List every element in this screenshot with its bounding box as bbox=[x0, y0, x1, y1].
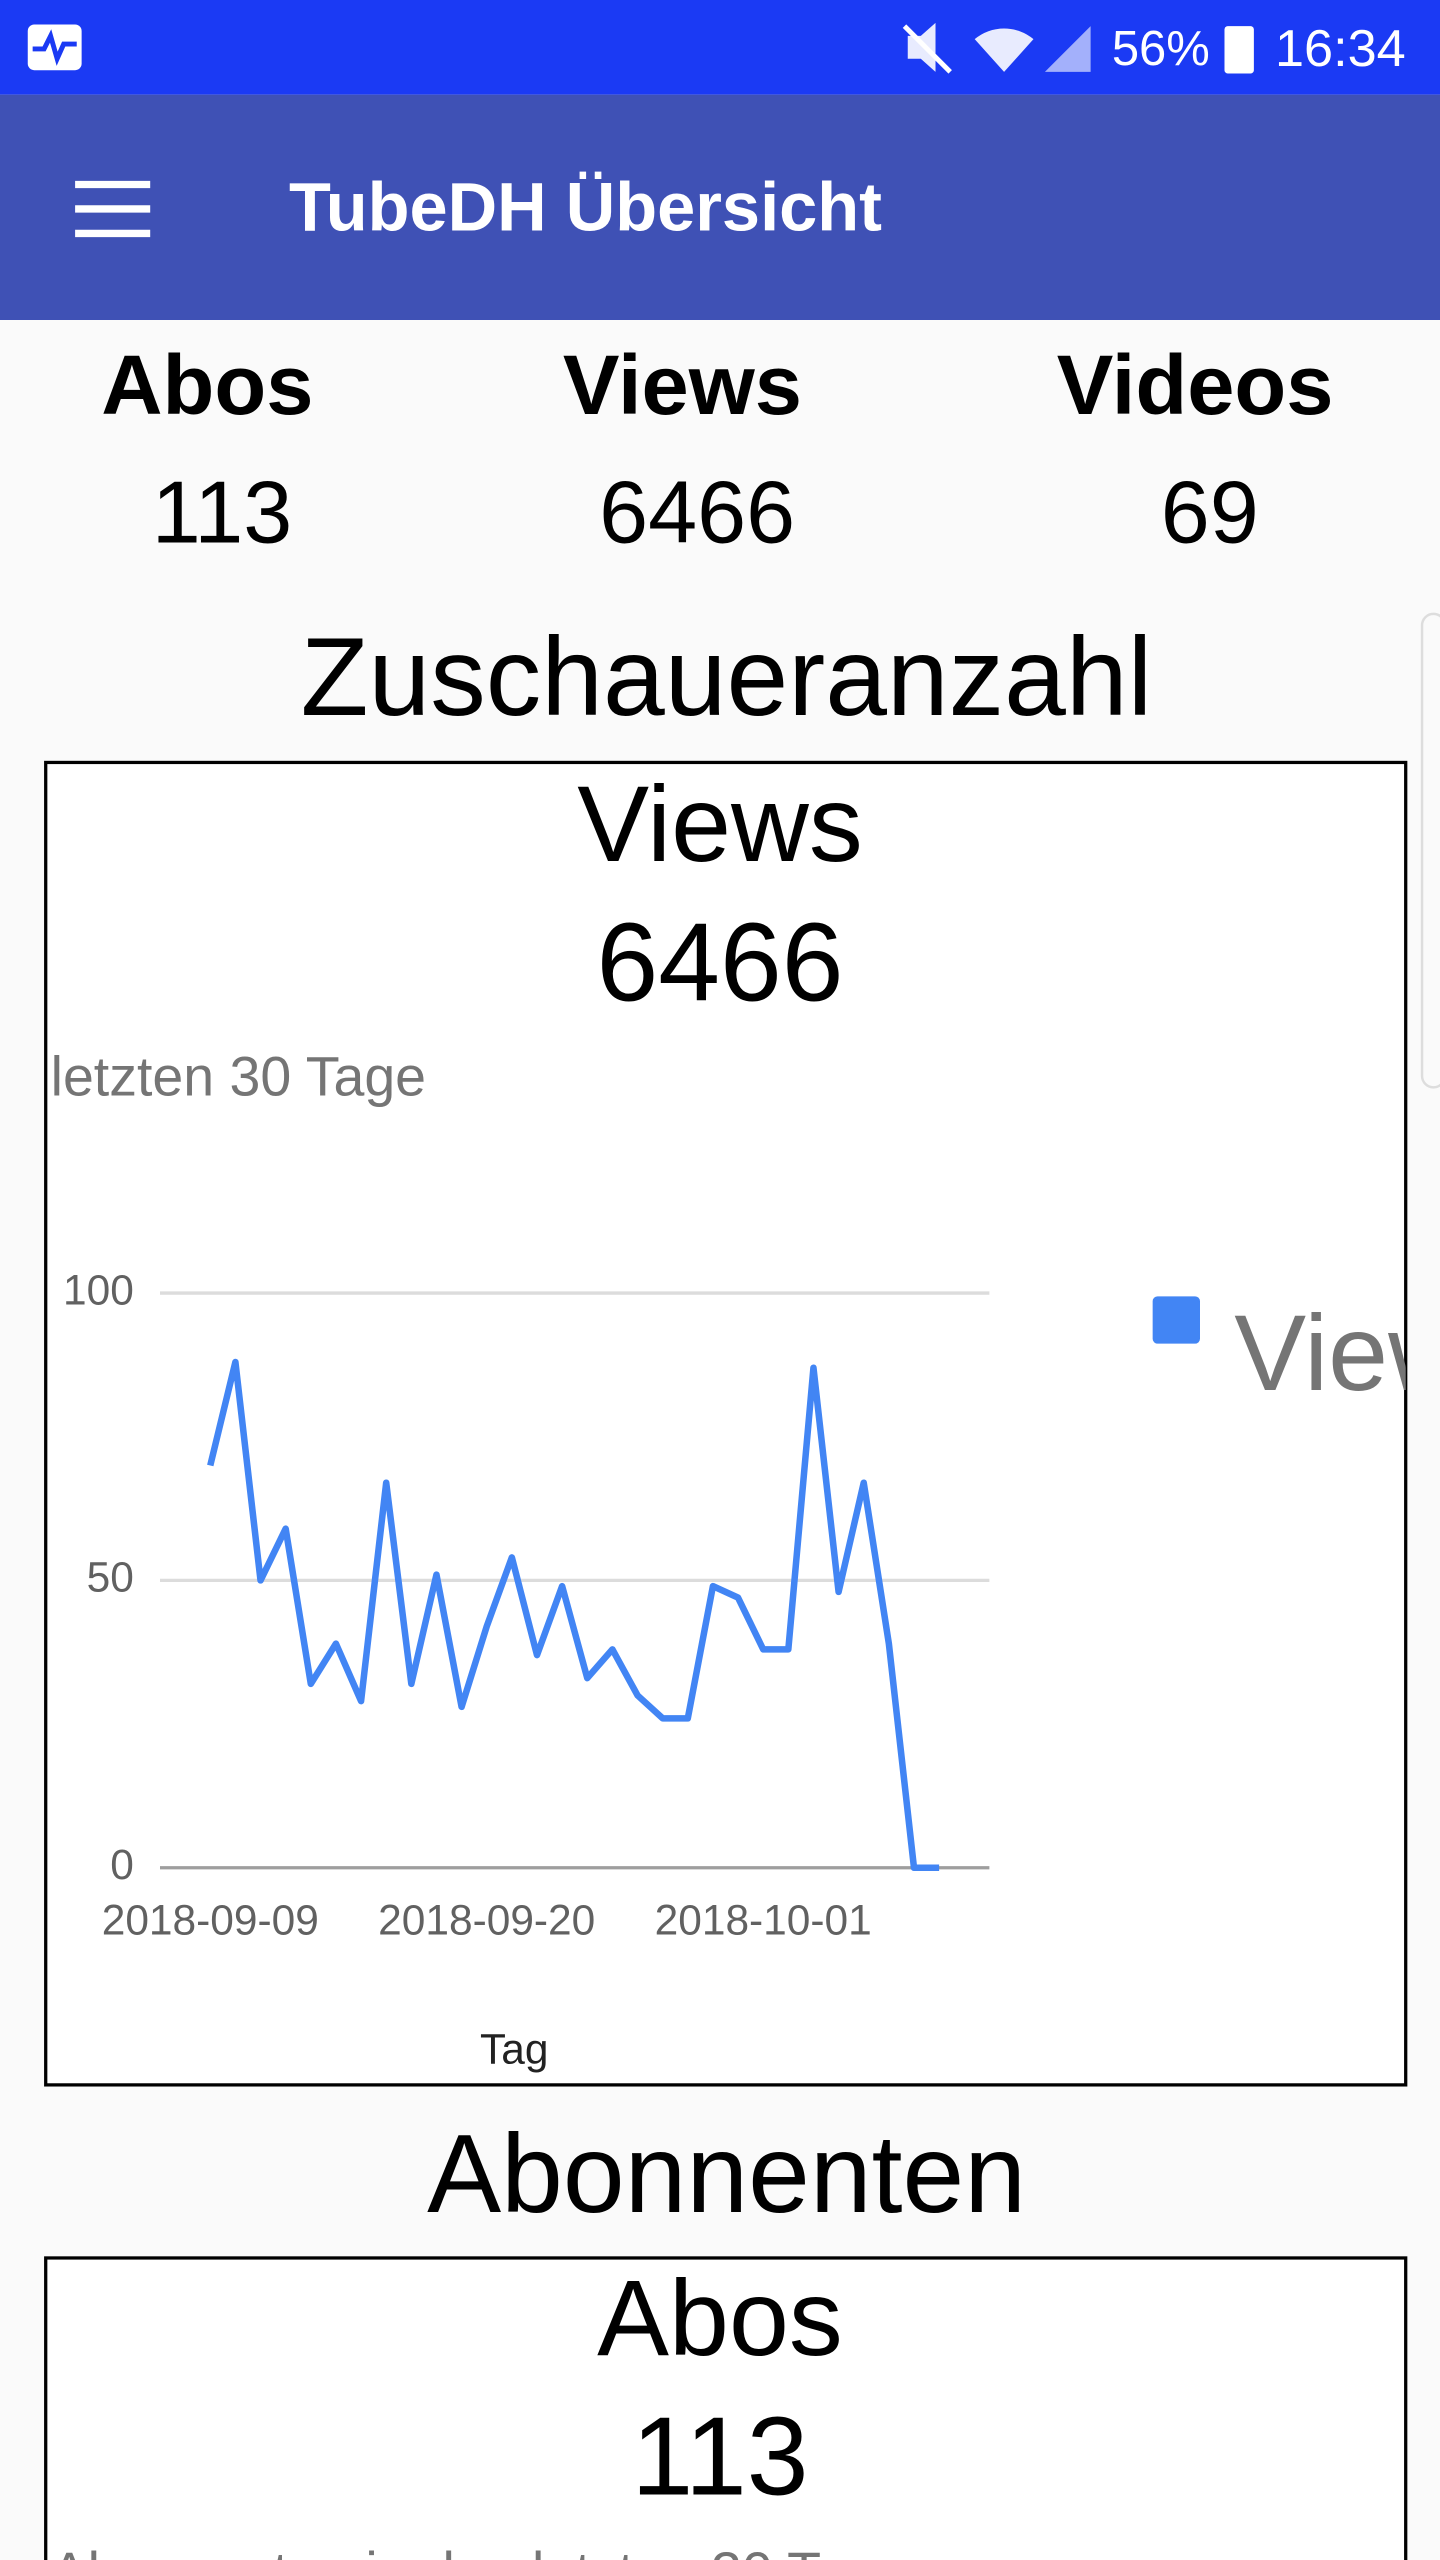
chart: Views 6466 letzten 30 Tage Tag 0 50 100 201… bbox=[51, 763, 1440, 2072]
status-bar bbox=[0, 0, 1440, 95]
card-value: 113 bbox=[632, 2394, 809, 2519]
card-value: 6466 bbox=[597, 900, 844, 1025]
stat-value: 69 bbox=[1161, 462, 1259, 561]
legend-swatch bbox=[1152, 1296, 1200, 1344]
stat-label: Abos bbox=[101, 337, 313, 432]
app-bar bbox=[0, 94, 1440, 320]
app-title: TubeDH Übersicht bbox=[289, 168, 882, 245]
battery-icon bbox=[1224, 26, 1254, 74]
stat-label: Videos bbox=[1057, 337, 1334, 432]
card-title: Views bbox=[577, 763, 862, 884]
x-tick-label: 2018-10-01 bbox=[655, 1896, 872, 1943]
mute-slash bbox=[902, 24, 952, 74]
data-line bbox=[207, 1358, 940, 1872]
chart-card bbox=[44, 760, 1408, 2087]
stats-row: Abos 113 Views 6466 Videos 69 bbox=[101, 337, 1333, 561]
wifi-icon bbox=[974, 28, 1034, 72]
stat-value: 113 bbox=[152, 462, 293, 561]
mute-icon bbox=[907, 22, 936, 72]
scroll-indicator bbox=[1420, 612, 1440, 1089]
y-tick-label: 50 bbox=[87, 1554, 134, 1601]
stat-label: Views bbox=[563, 337, 802, 432]
stat-value: 6466 bbox=[599, 462, 795, 561]
card-title: Abos bbox=[597, 2257, 843, 2378]
chart-subtitle: letzten 30 Tage bbox=[51, 1045, 426, 1107]
section-heading: Zuschaueranzahl bbox=[301, 614, 1153, 739]
y-tick-label: 100 bbox=[63, 1266, 134, 1313]
battery-percent: 56% bbox=[1112, 22, 1210, 76]
status-icon-pulse bbox=[32, 29, 77, 66]
menu-button[interactable] bbox=[75, 180, 151, 238]
x-tick-label: 2018-09-20 bbox=[378, 1896, 595, 1943]
section-heading: Abonnenten bbox=[427, 2111, 1026, 2236]
clock: 16:34 bbox=[1275, 20, 1406, 78]
y-tick-label: 0 bbox=[110, 1841, 134, 1888]
legend-label: Views bbox=[1234, 1292, 1440, 1413]
x-tick-label: 2018-09-09 bbox=[102, 1896, 319, 1943]
x-axis-label: Tag bbox=[480, 2025, 548, 2072]
chart-subtitle: Abonnenten in den letzten 30 Tagen bbox=[51, 2541, 939, 2560]
chart-card bbox=[44, 2256, 1408, 2560]
